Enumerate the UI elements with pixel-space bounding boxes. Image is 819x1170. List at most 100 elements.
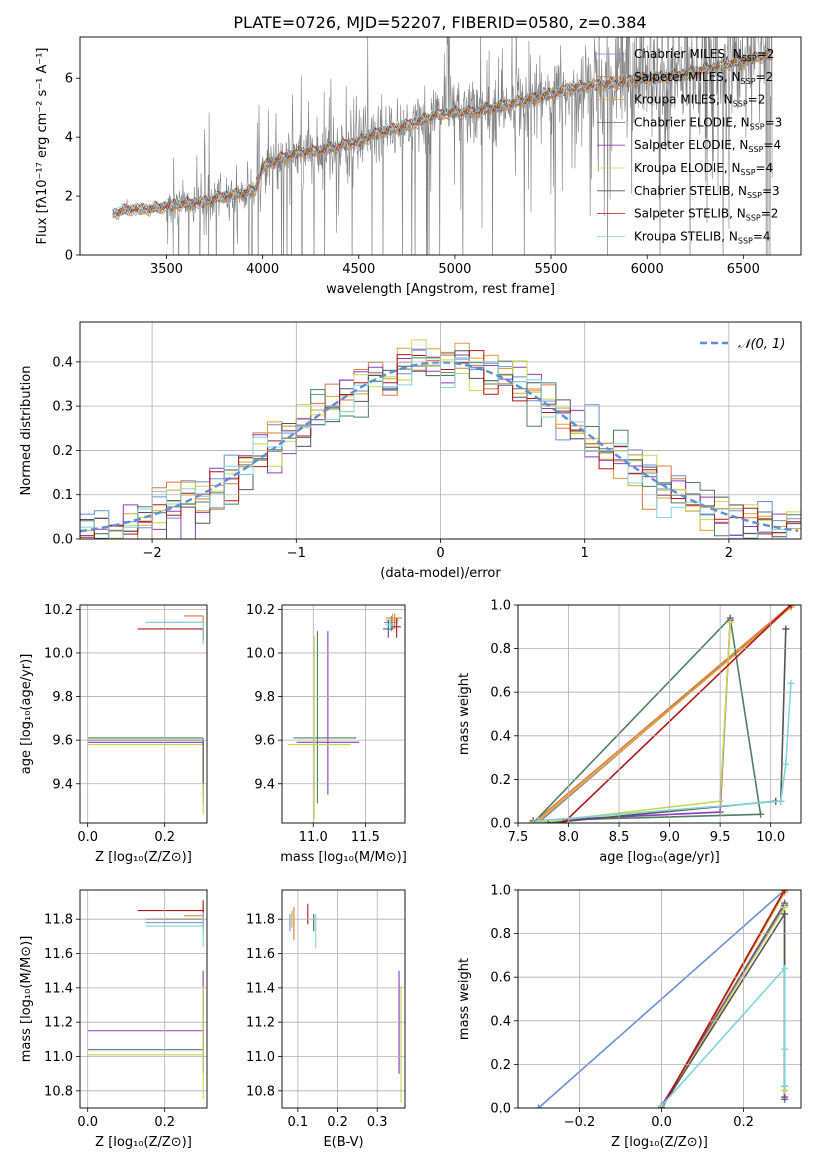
axes-frame [79,604,208,824]
ebv-mass-plot: 0.1 0.2 0.3 10.8 11.0 11.2 11.4 11.6 11.8 E(B-V) [246,889,406,1150]
legend: Chabrier MILES, NSSP=2 Salpeter MILES, NS… [597,47,782,245]
gridlines [80,605,207,823]
weight-marker [781,1045,789,1053]
x-tick-label: 6500 [727,262,760,277]
y-tick-label: 0 [65,249,73,264]
y-tick-label: 9.4 [254,777,275,792]
legend-entry: Kroupa STELIB, NSSP=4 [634,229,771,245]
gridlines [282,605,405,823]
y-tick-label: 10.2 [246,603,275,618]
weight-marker [529,819,537,823]
x-tick-label: 1 [581,546,589,561]
error-bar-point [87,984,204,1071]
x-tick-label: 9.5 [710,830,731,845]
y-axis-label: Flux [fλ10⁻¹⁷ erg cm⁻² s⁻¹ A⁻¹] [35,48,50,245]
x-tick-label: 6000 [631,262,664,277]
error-bar-point [137,900,204,920]
mass-age-plot: 11.0 11.5 9.4 9.6 9.8 10.0 10.2 mass [log₁₀(M/M… [246,603,407,865]
x-tick-label: 0.3 [367,1115,388,1130]
x-tick-label: 0.0 [77,830,98,845]
weight-marker [787,605,795,609]
legend: 𝒩(0, 1) [700,337,785,352]
legend-entry: Kroupa ELODIE, NSSP=4 [634,161,773,177]
y-tick-label: 0.2 [490,1058,511,1073]
gridlines [282,890,405,1108]
y-tick-label: 11.2 [44,1016,73,1031]
gridlines [518,889,801,1109]
x-tick-label: 4000 [246,262,279,277]
weight-lines [529,605,795,823]
y-tick-label: 0.2 [490,773,511,788]
y-tick-label: 10.2 [44,603,73,618]
y-tick-label: 1.0 [490,884,511,899]
error-bar-point [153,621,204,640]
weight-marker [559,819,567,823]
weight-line [535,606,792,823]
y-tick-label: 4 [65,131,73,146]
legend-entry: Salpeter MILES, NSSP=2 [634,70,773,86]
z-weight-plot: −0.2 0.0 0.2 0.0 0.2 0.4 0.6 0.8 1.0 Z [log₁₀(Z/Z… [457,884,802,1150]
plot-area [87,615,204,815]
x-tick-label: 4500 [342,262,375,277]
legend-entry: Kroupa MILES, NSSP=2 [634,93,765,109]
weight-marker [781,1082,789,1090]
y-tick-label: 0.6 [490,686,511,701]
legend-entry: Chabrier MILES, NSSP=2 [634,47,774,63]
x-tick-label: 2 [725,546,733,561]
x-tick-label: 11.5 [351,830,380,845]
y-tick-label: 0.2 [52,444,73,459]
weight-marker [757,810,765,818]
weight-line [532,616,762,823]
error-bar-point [293,631,357,804]
weight-line [532,605,792,823]
y-tick-label: 0.0 [490,817,511,832]
x-tick-label: 5000 [438,262,471,277]
y-axis-label: mass weight [457,958,472,1040]
legend-entry: Salpeter STELIB, NSSP=2 [634,207,778,223]
plot-area [289,903,402,1103]
x-tick-label: 0.1 [288,1115,309,1130]
y-axis-label: Normed distribution [19,366,34,496]
y-tick-label: 0.1 [52,488,73,503]
y-tick-label: 11.8 [246,913,275,928]
x-tick-label: −1 [287,546,306,561]
y-tick-label: 9.8 [254,690,275,705]
error-bar-point [87,743,204,815]
weight-marker [782,625,790,633]
y-tick-label: 9.6 [254,734,275,749]
y-tick-label: 2 [65,190,73,205]
plot-area [112,37,773,255]
weight-marker [781,903,789,911]
error-bar-point [164,910,204,930]
y-tick-label: 11.0 [44,1050,73,1065]
y-axis-label: mass [log₁₀(M/M⊙)] [19,936,34,1063]
error-bars [87,615,204,815]
y-tick-label: 0.8 [490,642,511,657]
weight-line [661,966,786,1107]
x-axis-label: mass [log₁₀(M/M⊙)] [280,850,407,865]
x-axis-label: wavelength [Angstrom, rest frame] [326,282,555,297]
weight-line [660,890,786,1108]
axes-frame [517,604,802,824]
x-tick-label: −0.2 [564,1115,596,1130]
y-tick-label: 11.4 [246,981,275,996]
weight-marker [781,1093,789,1101]
error-bars [288,613,402,819]
legend-entry: 𝒩(0, 1) [738,337,785,352]
weight-marker [777,797,785,805]
y-tick-label: 0.6 [490,971,511,986]
x-tick-label: 9.0 [659,830,680,845]
error-bar-point [87,741,204,797]
x-tick-label: 0.2 [327,1115,348,1130]
error-bars [87,900,204,1100]
x-tick-label: 8.0 [558,830,579,845]
weight-marker [781,910,789,918]
y-tick-label: 0.0 [52,533,73,548]
y-tick-label: 10.8 [246,1084,275,1099]
weight-line [538,683,792,822]
legend-entry: Chabrier ELODIE, NSSP=3 [634,115,782,131]
gridlines [80,890,207,1108]
y-tick-label: 6 [65,72,73,87]
y-tick-label: 0.3 [52,400,73,415]
y-tick-label: 11.0 [246,1050,275,1065]
